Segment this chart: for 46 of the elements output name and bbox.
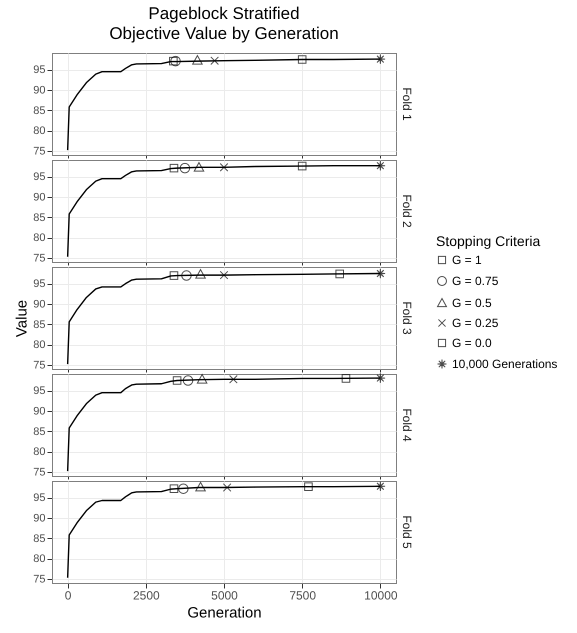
- y-tick-label: 75: [33, 466, 46, 478]
- y-tick-label: 90: [33, 84, 46, 96]
- legend-label: G = 0.25: [452, 316, 499, 330]
- y-tick-label: 90: [33, 298, 46, 310]
- y2-axis-title: Fold 4: [400, 408, 414, 442]
- y-tick-label: 95: [33, 171, 46, 184]
- y-tick-label: 85: [33, 318, 46, 331]
- legend-label: G = 0.75: [452, 274, 499, 288]
- y-tick-label: 95: [33, 492, 46, 504]
- legend-title: Stopping Criteria: [436, 233, 540, 249]
- x-tick-label: 7500: [289, 588, 316, 602]
- y-tick-label: 90: [33, 512, 46, 524]
- chart-subtitle: Objective Value by Generation: [108, 24, 340, 44]
- y-tick-label: 90: [33, 191, 46, 204]
- y-tick-label: 75: [33, 252, 46, 264]
- y-tick-label: 75: [33, 359, 46, 372]
- y-tick-label: 80: [33, 232, 46, 244]
- x-tick-label: 2500: [132, 588, 160, 602]
- y-tick-label: 80: [33, 125, 46, 138]
- y-tick-label: 95: [33, 385, 46, 398]
- y-tick-label: 95: [33, 278, 46, 290]
- y-tick-label: 80: [33, 553, 46, 566]
- x-tick-label: 5000: [211, 588, 238, 602]
- y-tick-label: 75: [33, 573, 46, 586]
- y-tick-label: 85: [33, 532, 46, 545]
- y-tick-label: 95: [33, 64, 46, 76]
- y-tick-label: 75: [33, 145, 46, 158]
- y2-axis-title: Fold 5: [400, 515, 414, 549]
- chart-title: Pageblock Stratified: [147, 4, 301, 24]
- legend-label: 10,000 Generations: [452, 357, 558, 371]
- y2-axis-title: Fold 2: [400, 194, 414, 228]
- y-tick-label: 85: [33, 426, 46, 438]
- x-tick-label: 10000: [364, 588, 398, 602]
- x-tick-label: 0: [64, 588, 72, 602]
- y-tick-label: 90: [33, 405, 46, 418]
- y-tick-label: 85: [33, 212, 46, 224]
- x-axis-title: Generation: [187, 604, 262, 622]
- y-tick-label: 85: [33, 104, 46, 117]
- legend-label: G = 1: [452, 253, 482, 267]
- y2-axis-title: Fold 1: [400, 87, 414, 121]
- legend-label: G = 0.0: [452, 336, 492, 350]
- y-tick-label: 80: [33, 446, 46, 458]
- y2-axis-title: Fold 3: [400, 301, 414, 335]
- legend-label: G = 0.5: [452, 296, 492, 310]
- y-axis-title: Value: [13, 300, 30, 338]
- y-tick-label: 80: [33, 339, 46, 352]
